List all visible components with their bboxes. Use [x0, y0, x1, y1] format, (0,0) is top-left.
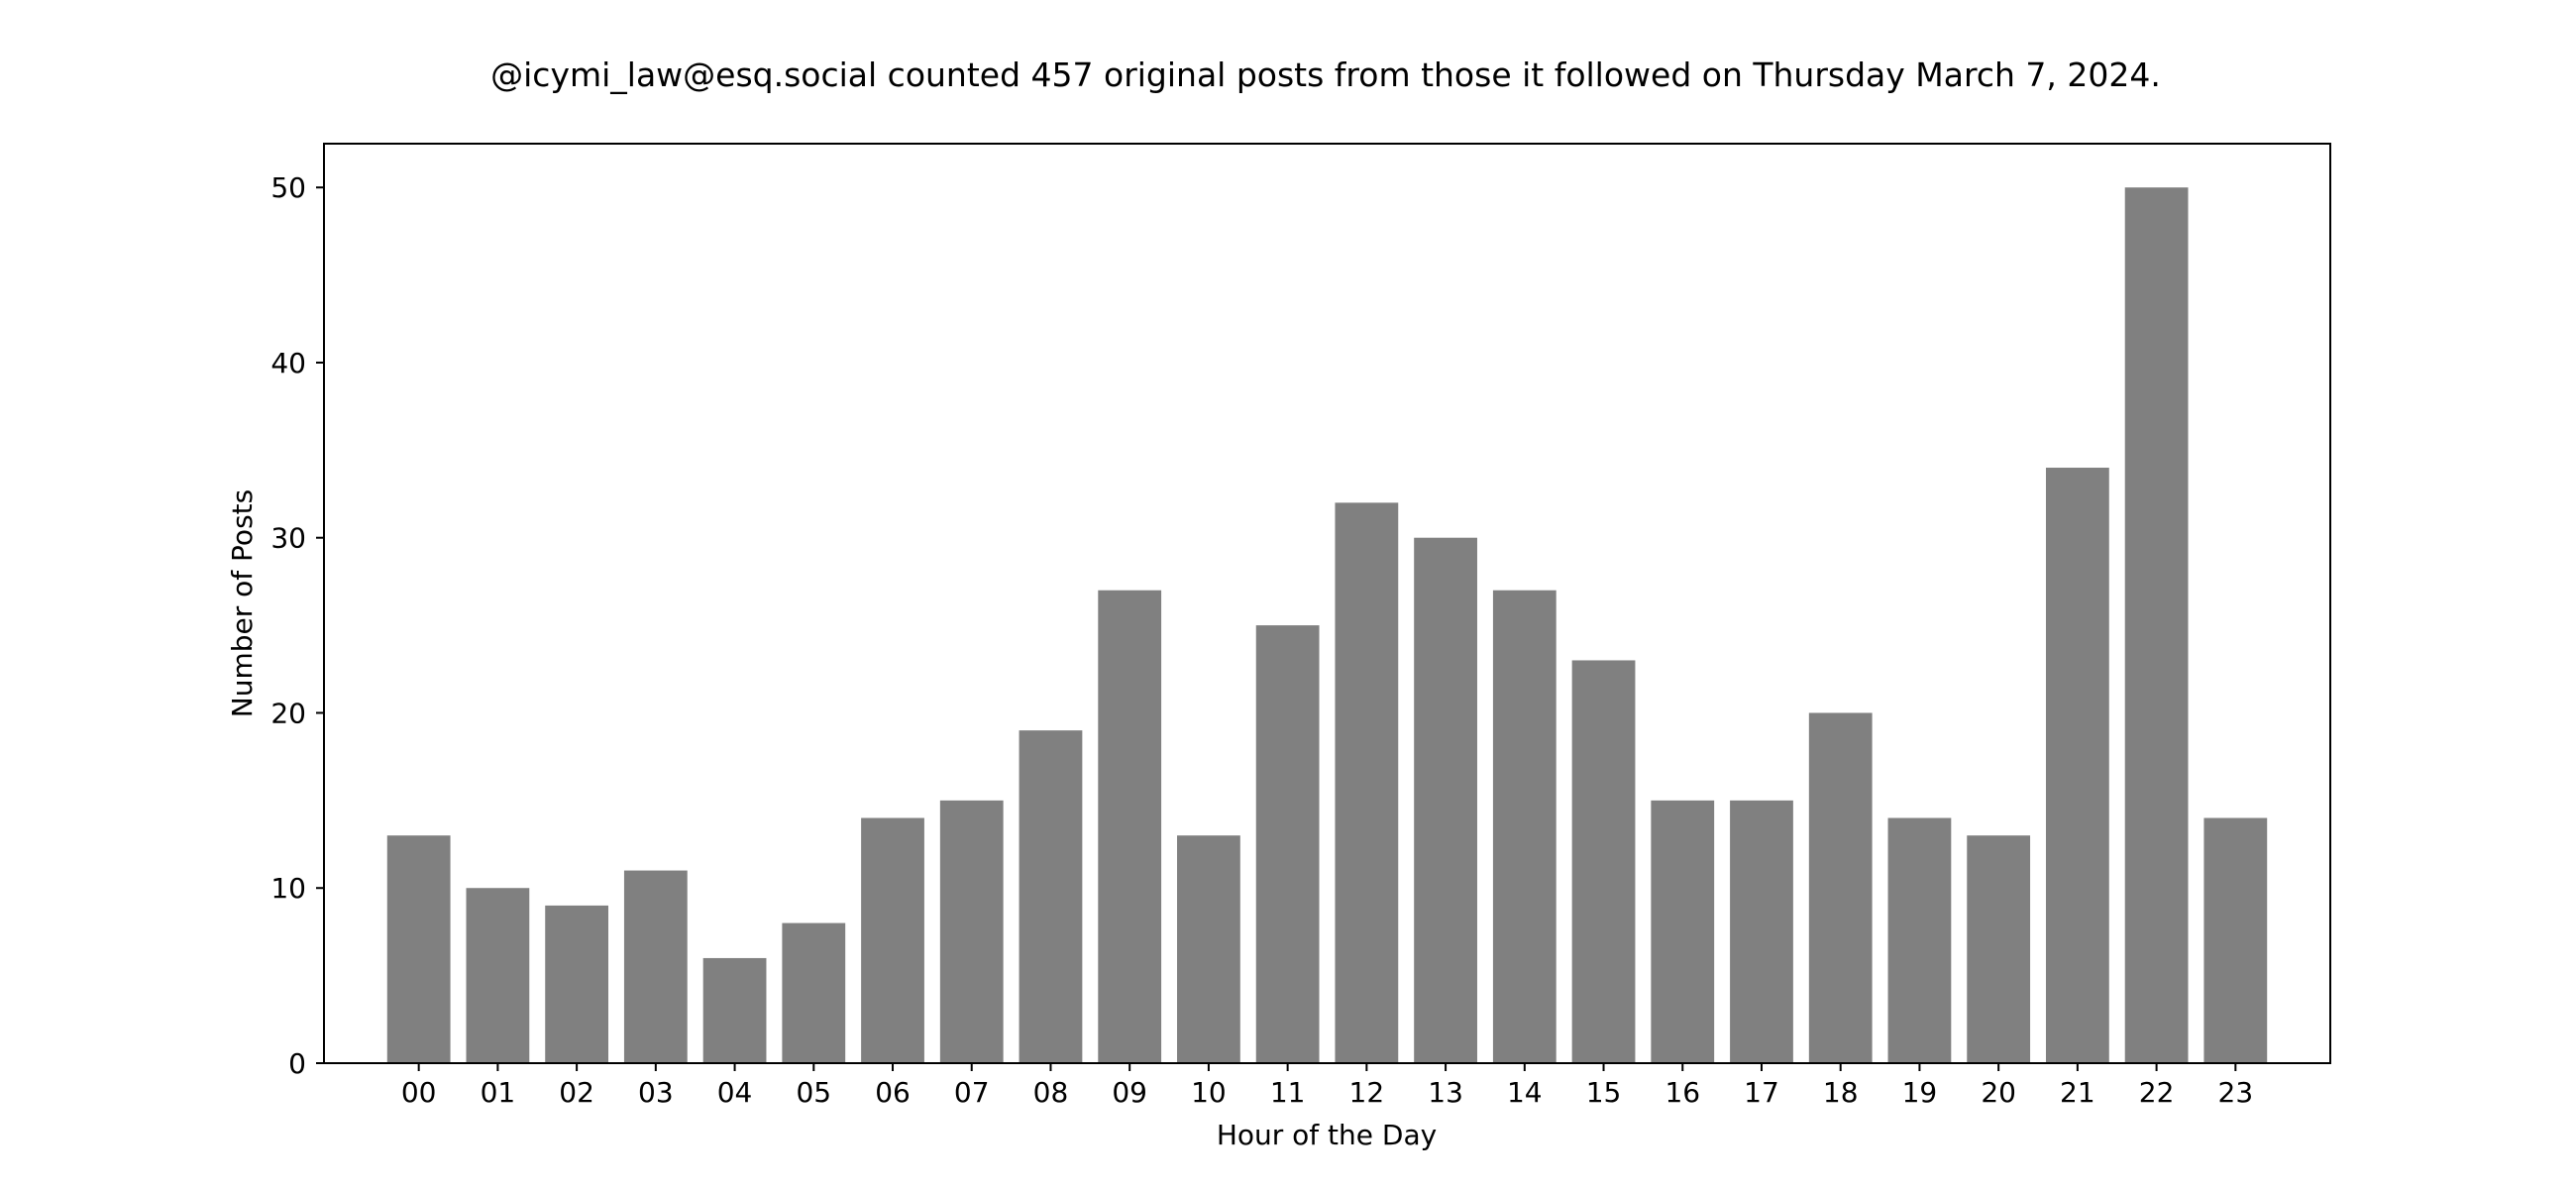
bar-19 — [1887, 817, 1952, 1063]
bar-23 — [2203, 817, 2268, 1063]
y-ticks: 0 10 20 30 40 50 — [270, 171, 324, 1080]
x-tick-label: 11 — [1270, 1076, 1306, 1109]
x-tick-label: 08 — [1033, 1076, 1069, 1109]
y-axis-label: Number of Posts — [226, 489, 259, 717]
x-tick-label: 16 — [1664, 1076, 1700, 1109]
bar-12 — [1335, 502, 1399, 1063]
y-tick-label: 10 — [270, 872, 306, 905]
y-tick-label: 30 — [270, 522, 306, 555]
bar-10 — [1177, 835, 1240, 1063]
x-tick-label: 17 — [1744, 1076, 1779, 1109]
bar-13 — [1414, 537, 1477, 1063]
x-tick-label: 22 — [2139, 1076, 2175, 1109]
bar-04 — [702, 957, 767, 1063]
bar-16 — [1651, 800, 1715, 1063]
bar-17 — [1730, 800, 1793, 1063]
bar-08 — [1019, 730, 1083, 1063]
y-tick-label: 40 — [270, 347, 306, 379]
x-tick-label: 04 — [717, 1076, 753, 1109]
plot-frame — [323, 143, 2331, 1064]
y-tick-label: 0 — [288, 1047, 306, 1080]
x-tick-label: 23 — [2218, 1076, 2254, 1109]
x-tick-label: 07 — [954, 1076, 990, 1109]
x-tick-label: 02 — [559, 1076, 594, 1109]
x-tick-label: 15 — [1586, 1076, 1622, 1109]
bar-03 — [623, 870, 688, 1063]
x-tick-label: 06 — [875, 1076, 911, 1109]
y-tick-label: 20 — [270, 697, 306, 729]
x-tick-label: 03 — [638, 1076, 674, 1109]
x-tick-label: 01 — [481, 1076, 516, 1109]
y-tick-label: 50 — [270, 171, 306, 204]
bars-group — [386, 187, 2268, 1063]
x-tick-label: 19 — [1902, 1076, 1938, 1109]
x-tick-label: 21 — [2060, 1076, 2095, 1109]
bar-06 — [861, 817, 924, 1063]
bar-05 — [782, 922, 846, 1063]
x-tick-label: 10 — [1191, 1076, 1227, 1109]
bar-00 — [386, 835, 451, 1063]
bar-21 — [2045, 468, 2109, 1063]
x-tick-label: 13 — [1428, 1076, 1463, 1109]
x-tick-label: 14 — [1507, 1076, 1543, 1109]
bar-14 — [1492, 590, 1556, 1063]
bar-15 — [1571, 660, 1636, 1063]
bar-18 — [1808, 712, 1873, 1063]
bar-09 — [1098, 590, 1162, 1063]
bar-20 — [1967, 835, 2031, 1063]
x-axis-label: Hour of the Day — [1217, 1119, 1437, 1151]
bar-07 — [939, 800, 1004, 1063]
bar-01 — [466, 888, 530, 1063]
x-tick-label: 12 — [1349, 1076, 1385, 1109]
x-tick-label: 20 — [1981, 1076, 2016, 1109]
chart-title: @icymi_law@esq.social counted 457 origin… — [490, 55, 2161, 94]
x-tick-label: 00 — [401, 1076, 437, 1109]
x-tick-label: 09 — [1112, 1076, 1147, 1109]
bar-11 — [1255, 625, 1320, 1063]
x-tick-label: 05 — [796, 1076, 831, 1109]
bar-22 — [2124, 187, 2189, 1063]
bar-02 — [545, 905, 609, 1063]
x-tick-label: 18 — [1823, 1076, 1859, 1109]
x-ticks: 00 01 02 03 04 05 06 07 08 09 10 11 12 13 14 15 16 17 18 19… — [401, 1063, 2253, 1109]
